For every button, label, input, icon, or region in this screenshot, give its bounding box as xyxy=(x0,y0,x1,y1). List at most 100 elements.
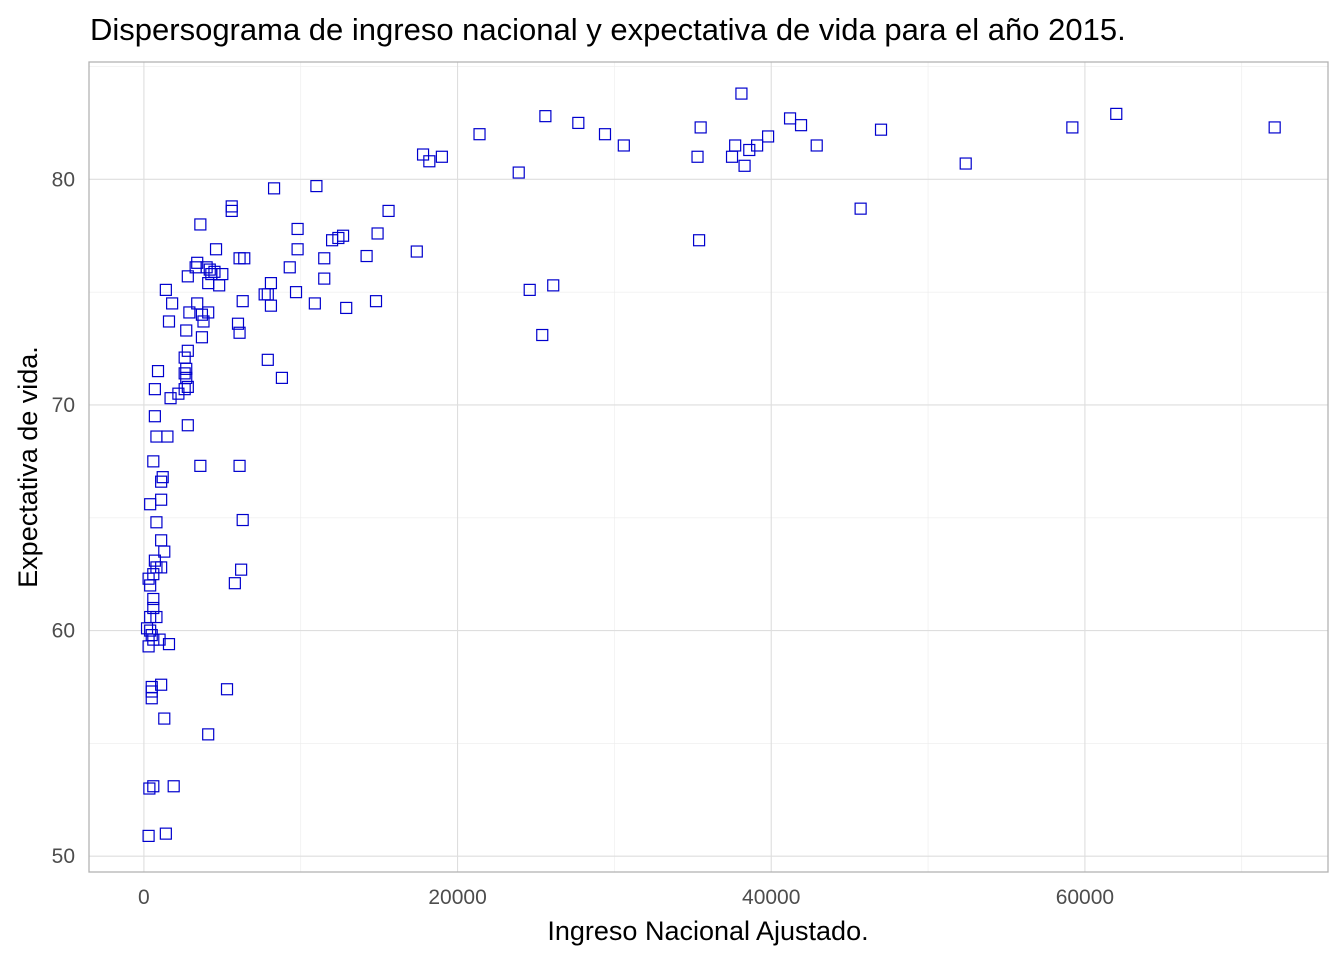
data-point xyxy=(142,829,155,842)
data-point xyxy=(267,182,281,195)
data-point xyxy=(238,252,251,265)
data-point xyxy=(205,267,218,281)
data-point xyxy=(148,383,161,396)
data-point xyxy=(318,272,331,285)
data-point xyxy=(183,306,196,319)
data-point xyxy=(692,234,706,247)
data-point xyxy=(178,351,191,364)
x-axis-tick-labels: 0 20000 40000 60000 xyxy=(138,886,1114,909)
data-point xyxy=(1110,107,1123,120)
data-points xyxy=(140,87,1281,842)
data-point xyxy=(159,283,172,296)
data-point xyxy=(145,692,158,705)
y-tick-label: 80 xyxy=(52,168,75,191)
data-point xyxy=(225,204,238,218)
data-point xyxy=(208,265,221,278)
data-point xyxy=(617,139,630,152)
data-point xyxy=(142,572,155,585)
data-point xyxy=(178,367,191,380)
data-point xyxy=(435,150,448,163)
data-point xyxy=(216,267,229,281)
x-tick-label: 40000 xyxy=(742,886,800,909)
data-point xyxy=(369,295,383,308)
data-point xyxy=(144,624,157,637)
data-point xyxy=(228,577,241,590)
y-tick-label: 50 xyxy=(52,845,75,868)
data-point xyxy=(332,231,345,245)
data-point xyxy=(725,150,739,163)
data-point xyxy=(147,601,160,615)
data-point xyxy=(264,299,278,312)
chart-title: Dispersograma de ingreso nacional y expe… xyxy=(90,12,1126,47)
data-point xyxy=(738,159,751,172)
grid-lines xyxy=(89,62,1328,872)
data-point xyxy=(310,179,323,193)
x-tick-label: 20000 xyxy=(428,886,486,909)
data-point xyxy=(209,243,223,256)
data-point xyxy=(144,498,157,511)
data-point xyxy=(147,568,160,581)
data-point xyxy=(410,245,423,258)
data-point xyxy=(162,315,176,328)
data-point xyxy=(164,392,177,405)
data-point xyxy=(191,256,204,269)
data-point xyxy=(195,308,209,321)
data-point xyxy=(194,459,207,472)
data-point xyxy=(220,683,234,696)
data-point xyxy=(291,222,304,236)
data-point xyxy=(180,371,193,384)
data-point xyxy=(325,234,339,247)
data-point xyxy=(423,155,436,168)
data-point xyxy=(761,130,775,143)
data-point xyxy=(523,283,536,296)
data-point xyxy=(258,288,271,301)
x-tick-label: 0 xyxy=(138,886,150,909)
data-point xyxy=(1268,121,1281,134)
data-point xyxy=(539,110,552,123)
data-point xyxy=(151,365,165,378)
x-tick-label: 60000 xyxy=(1056,886,1114,909)
data-point xyxy=(155,678,168,691)
data-point xyxy=(147,633,160,646)
data-point xyxy=(794,119,808,132)
data-point xyxy=(233,252,246,265)
data-point xyxy=(161,430,174,443)
plot-panel-border xyxy=(88,61,1329,873)
data-point xyxy=(156,471,169,484)
y-tick-label: 70 xyxy=(52,394,75,417)
data-point xyxy=(371,227,384,240)
data-point xyxy=(547,279,560,292)
data-point xyxy=(142,640,155,653)
data-point xyxy=(340,301,353,315)
data-point xyxy=(180,324,193,337)
data-point xyxy=(536,328,549,342)
data-point xyxy=(153,633,166,646)
data-point xyxy=(195,331,209,344)
data-point xyxy=(261,288,274,301)
data-point xyxy=(202,306,215,319)
data-point xyxy=(382,204,395,218)
data-point xyxy=(694,121,707,134)
data-point xyxy=(197,315,210,328)
data-point xyxy=(178,383,191,396)
data-point xyxy=(231,317,245,330)
data-point xyxy=(150,430,163,443)
data-point xyxy=(158,712,171,725)
data-point xyxy=(261,353,274,366)
data-point xyxy=(148,554,161,567)
data-point xyxy=(236,295,249,308)
data-point xyxy=(167,780,180,793)
data-point xyxy=(181,380,194,394)
data-point xyxy=(854,202,867,215)
data-point xyxy=(155,475,168,488)
data-point xyxy=(181,344,194,357)
data-point xyxy=(810,139,823,152)
data-point xyxy=(181,270,194,283)
data-point xyxy=(512,166,525,179)
data-point xyxy=(735,87,748,100)
data-point xyxy=(308,297,321,310)
data-point xyxy=(145,628,158,642)
data-point xyxy=(143,782,156,795)
data-point xyxy=(473,128,486,141)
